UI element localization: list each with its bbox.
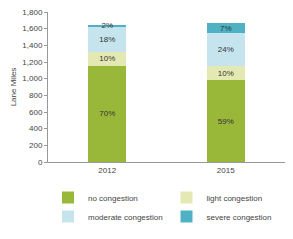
svg-text:Lane Miles: Lane Miles	[9, 68, 18, 107]
svg-text:1,000: 1,000	[22, 74, 43, 83]
svg-text:10%: 10%	[99, 54, 115, 63]
svg-text:2%: 2%	[101, 21, 113, 30]
svg-text:200: 200	[29, 141, 43, 150]
svg-text:600: 600	[29, 108, 43, 117]
svg-text:800: 800	[29, 91, 43, 100]
svg-text:2012: 2012	[98, 166, 116, 175]
svg-text:400: 400	[29, 124, 43, 133]
svg-text:moderate congestion: moderate congestion	[88, 213, 163, 222]
svg-text:light congestion: light congestion	[207, 194, 263, 203]
svg-text:no congestion: no congestion	[88, 194, 138, 203]
svg-text:1,400: 1,400	[22, 41, 43, 50]
svg-text:1,200: 1,200	[22, 58, 43, 67]
svg-text:10%: 10%	[218, 69, 234, 78]
svg-text:severe congestion: severe congestion	[207, 213, 272, 222]
svg-text:59%: 59%	[218, 117, 234, 126]
svg-text:18%: 18%	[99, 35, 115, 44]
svg-text:7%: 7%	[220, 24, 232, 33]
svg-text:2015: 2015	[217, 166, 235, 175]
svg-text:0: 0	[38, 158, 43, 167]
svg-text:1,600: 1,600	[22, 24, 43, 33]
svg-text:1,800: 1,800	[22, 8, 43, 17]
svg-text:24%: 24%	[218, 45, 234, 54]
svg-text:70%: 70%	[99, 109, 115, 118]
